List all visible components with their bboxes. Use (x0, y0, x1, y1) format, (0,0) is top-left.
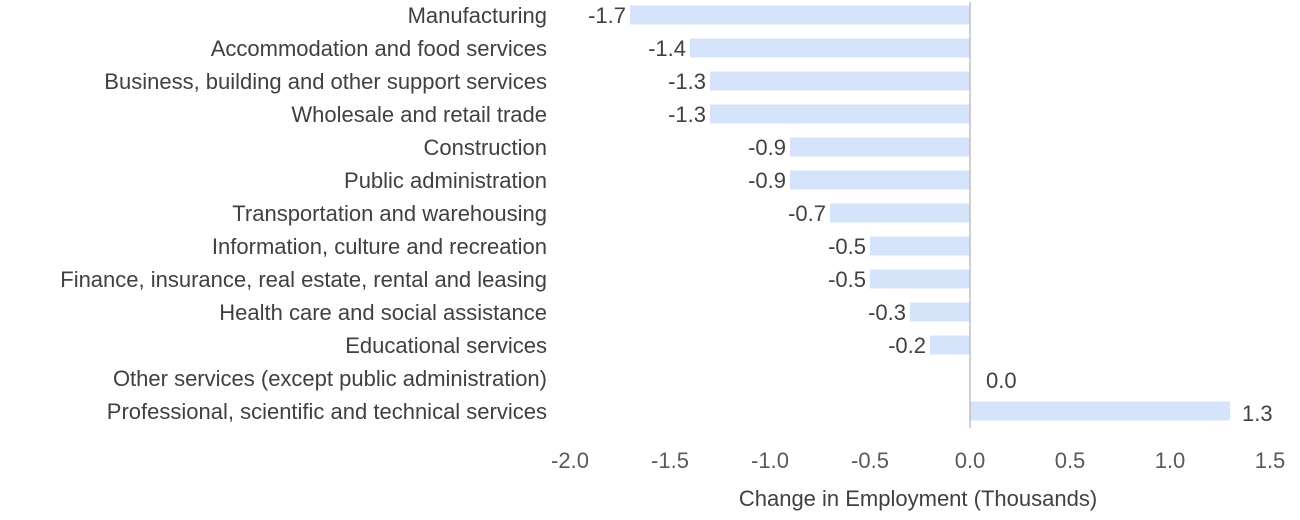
x-tick-label: 1.5 (1255, 448, 1286, 473)
category-label: Other services (except public administra… (113, 366, 547, 391)
bar-manufacturing (630, 5, 970, 25)
bar-wholesale-and-retail-trade (710, 104, 970, 124)
x-tick-label: 0.0 (955, 448, 986, 473)
bar-health-care-and-social-assistance (910, 302, 970, 322)
value-label: -0.3 (868, 300, 906, 325)
x-axis-ticks-group: -2.0 -1.5 -1.0 -0.5 0.0 0.5 1.0 1.5 (551, 448, 1285, 473)
value-labels-group: -1.7-1.4-1.3-1.3-0.9-0.9-0.7-0.5-0.5-0.3… (588, 3, 1273, 426)
x-tick-label: -0.5 (851, 448, 889, 473)
category-label: Manufacturing (408, 3, 547, 28)
value-label: -1.4 (648, 36, 686, 61)
x-tick-label: -1.5 (651, 448, 689, 473)
category-labels-group: Manufacturing Accommodation and food serv… (60, 3, 547, 424)
bar-business-building-and-other-support-services (710, 71, 970, 91)
bar-educational-services (930, 335, 970, 355)
x-tick-label: 0.5 (1055, 448, 1086, 473)
value-label: -0.2 (888, 333, 926, 358)
value-label: -0.7 (788, 201, 826, 226)
category-label: Educational services (345, 333, 547, 358)
value-label: -0.5 (828, 234, 866, 259)
value-label: -1.7 (588, 3, 626, 28)
x-tick-label: -1.0 (751, 448, 789, 473)
category-label: Business, building and other support ser… (104, 69, 547, 94)
category-label: Transportation and warehousing (232, 201, 547, 226)
bar-finance-insurance-real-estate-rental-and-leasing (870, 269, 970, 289)
bar-construction (790, 137, 970, 157)
value-label: -0.9 (748, 135, 786, 160)
bar-public-administration (790, 170, 970, 190)
bar-transportation-and-warehousing (830, 203, 970, 223)
x-tick-label: -2.0 (551, 448, 589, 473)
category-label: Public administration (344, 168, 547, 193)
bars-group (630, 5, 1230, 421)
value-label: 0.0 (986, 368, 1017, 393)
x-tick-label: 1.0 (1155, 448, 1186, 473)
category-label: Wholesale and retail trade (291, 102, 547, 127)
value-label: -0.9 (748, 168, 786, 193)
value-label: 1.3 (1242, 401, 1273, 426)
bar-information-culture-and-recreation (870, 236, 970, 256)
category-label: Professional, scientific and technical s… (107, 399, 547, 424)
category-label: Health care and social assistance (219, 300, 547, 325)
bar-professional-scientific-and-technical-services (970, 401, 1230, 421)
category-label: Finance, insurance, real estate, rental … (60, 267, 547, 292)
value-label: -1.3 (668, 69, 706, 94)
value-label: -0.5 (828, 267, 866, 292)
category-label: Information, culture and recreation (212, 234, 547, 259)
bar-accommodation-and-food-services (690, 38, 970, 58)
category-label: Construction (423, 135, 547, 160)
category-label: Accommodation and food services (211, 36, 547, 61)
x-axis-title: Change in Employment (Thousands) (739, 486, 1097, 511)
value-label: -1.3 (668, 102, 706, 127)
